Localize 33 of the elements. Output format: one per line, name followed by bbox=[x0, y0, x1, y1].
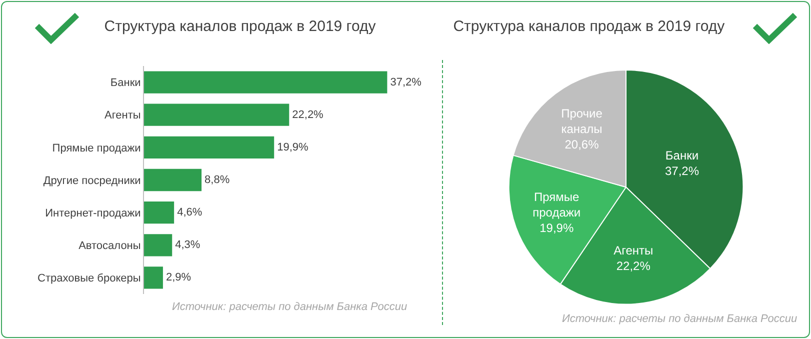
y-tick-label: Агенты bbox=[104, 110, 141, 122]
slice-label: Агенты bbox=[614, 243, 654, 258]
data-label: 4,6% bbox=[177, 206, 202, 219]
chart-title: Структура каналов продаж в 2019 году bbox=[104, 18, 376, 35]
bar bbox=[144, 202, 174, 224]
chart-title: Структура каналов продаж в 2019 году bbox=[453, 18, 726, 35]
text: Источник: расчеты по данным Банка России bbox=[562, 313, 798, 325]
text: Источник: расчеты по данным Банка России bbox=[172, 301, 408, 313]
data-label: 19,9% bbox=[540, 221, 574, 236]
data-label: 37,2% bbox=[390, 76, 422, 88]
data-label: 4,3% bbox=[175, 239, 200, 252]
data-label: 37,2% bbox=[664, 164, 700, 178]
slice-label: Прямые продажи bbox=[532, 190, 581, 220]
data-label: 2,9% bbox=[166, 272, 192, 284]
y-tick-label: Страховые брокеры bbox=[38, 272, 141, 285]
y-tick-label: Прямые продажи bbox=[52, 142, 141, 154]
slice-label: Прочие каналы bbox=[561, 106, 603, 136]
bar bbox=[144, 136, 274, 158]
y-tick-label: Интернет-продажи bbox=[45, 207, 141, 220]
slice-label: Банки bbox=[665, 148, 699, 163]
data-label: 22,2% bbox=[292, 108, 324, 121]
data-label: 20,6% bbox=[564, 137, 600, 152]
bar bbox=[144, 104, 290, 126]
y-tick-label: Автосалоны bbox=[78, 240, 141, 252]
data-label: 19,9% bbox=[277, 141, 309, 154]
y-tick-label: Банки bbox=[110, 77, 141, 90]
y-tick-label: Другие посредники bbox=[43, 174, 141, 187]
bar bbox=[144, 234, 172, 256]
data-label: 8,8% bbox=[204, 174, 230, 186]
data-label: 22,2% bbox=[616, 258, 651, 273]
bar bbox=[144, 168, 202, 192]
bar bbox=[144, 266, 163, 289]
bar bbox=[144, 71, 388, 94]
